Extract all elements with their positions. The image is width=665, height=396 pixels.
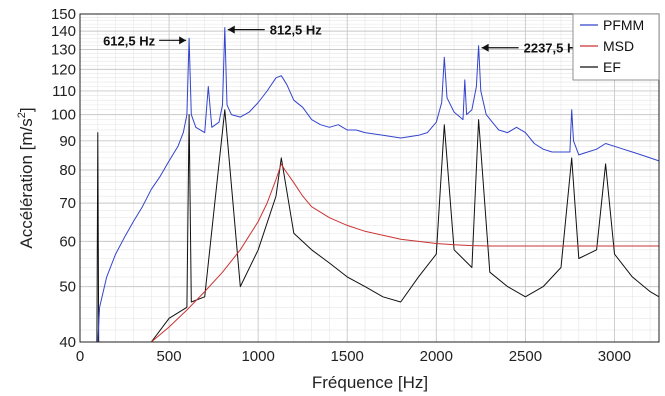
y-tick-label: 80 (59, 162, 76, 179)
x-tick-labels: 0 500 1000 1500 2000 2500 3000 (76, 348, 631, 365)
y-tick-label: 130 (51, 42, 76, 59)
y-axis-title-sup: 2 (16, 112, 28, 118)
legend-label-ef: EF (603, 59, 621, 75)
y-axis-title-close: ] (17, 107, 36, 112)
plot-frame (79, 13, 660, 343)
y-tick-label: 60 (59, 233, 76, 250)
y-tick-label: 140 (51, 23, 76, 40)
y-tick-label: 50 (59, 279, 76, 296)
series-layer (96, 27, 659, 342)
x-tick-label: 1000 (241, 348, 274, 365)
annotations: 612,5 Hz 812,5 Hz 2237,5 Hz (103, 23, 583, 56)
annotation-label: 812,5 Hz (270, 23, 323, 38)
y-tick-label: 70 (59, 195, 76, 212)
y-axis-title-text: Accélération [m/s (17, 118, 36, 248)
y-tick-label: 100 (51, 107, 76, 124)
annotation-arrowhead (227, 25, 235, 34)
x-tick-label: 0 (76, 348, 84, 365)
x-tick-label: 1500 (331, 348, 364, 365)
legend-label-pfmm: PFMM (603, 17, 644, 33)
legend-label-msd: MSD (603, 38, 634, 54)
series-pfmm-line (97, 27, 659, 342)
y-tick-label: 150 (51, 6, 76, 23)
annotation-arrowhead (179, 36, 187, 45)
legend: PFMM MSD EF (572, 13, 660, 81)
y-tick-label: 110 (52, 83, 76, 100)
annotation-label: 612,5 Hz (103, 33, 156, 48)
annotation-label: 2237,5 Hz (524, 41, 584, 56)
series-msd-line (150, 163, 659, 342)
y-axis-title: Accélération [m/s2] (16, 107, 36, 248)
plot-area (80, 14, 659, 342)
annotation-arrowhead (481, 43, 489, 52)
x-tick-label: 2500 (509, 348, 542, 365)
x-tick-label: 3000 (598, 348, 631, 365)
y-tick-label: 90 (59, 133, 76, 150)
x-axis-title: Fréquence [Hz] (312, 373, 428, 392)
x-tick-label: 2000 (420, 348, 453, 365)
minor-grid (80, 14, 659, 342)
y-tick-label: 40 (59, 334, 76, 351)
x-tick-label: 500 (157, 348, 182, 365)
series-ef-line (96, 109, 659, 342)
y-tick-label: 120 (51, 61, 76, 78)
